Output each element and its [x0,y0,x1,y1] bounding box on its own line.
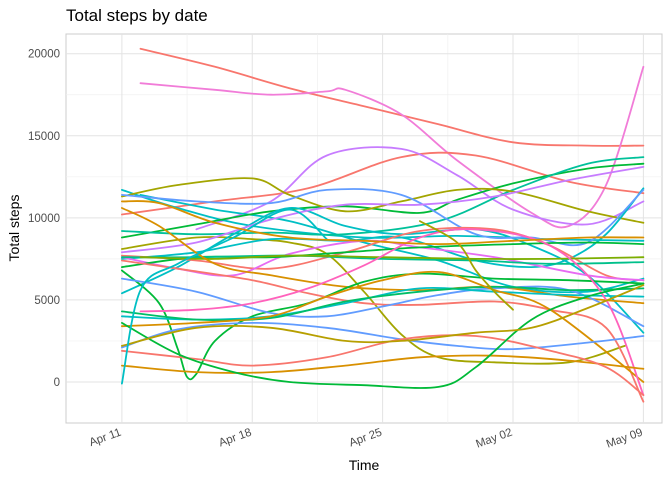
series-line-25 [121,285,645,322]
series-line-26 [121,270,645,383]
series-line-27 [139,228,645,396]
series-line-28 [419,220,514,311]
chart-title: Total steps by date [66,6,208,25]
x-axis-ticks: Apr 11 Apr 18 Apr 25 May 02 May 09 [88,427,645,451]
y-tick-label: 5000 [34,295,60,307]
x-axis-title: Time [349,457,380,473]
x-tick-label: Apr 18 [217,427,253,450]
series-line-13 [121,188,645,247]
series-line-19 [139,254,645,260]
series-line-2 [139,65,645,229]
series-line-33 [121,284,645,347]
series-line-14 [121,166,645,254]
series-line-31 [121,334,645,396]
series-line-23 [121,277,645,328]
x-tick-label: May 02 [474,427,514,451]
y-axis-ticks: 0 5000 10000 15000 20000 [28,49,60,389]
series-line-21 [121,269,645,381]
series-line-18 [121,254,645,265]
x-tick-label: Apr 11 [88,427,123,450]
series-line-7 [121,162,645,239]
y-tick-label: 0 [54,377,60,389]
y-tick-label: 15000 [28,131,60,143]
series-layer [121,47,645,403]
series-line-4 [195,146,645,231]
series-line-3 [121,151,645,216]
series-line-30 [121,354,645,374]
series-line-22 [121,259,645,403]
y-tick-label: 20000 [28,49,60,61]
series-line-32 [121,282,645,389]
series-line-34 [121,208,328,385]
series-line-35 [121,200,645,245]
plot-panel [65,33,663,424]
y-tick-label: 10000 [28,213,60,225]
x-tick-label: May 09 [605,427,645,451]
series-line-1 [139,47,645,147]
y-axis-title: Total steps [6,195,22,262]
series-line-8 [121,156,645,236]
series-line-9 [121,177,645,224]
x-tick-label: Apr 25 [348,427,384,450]
